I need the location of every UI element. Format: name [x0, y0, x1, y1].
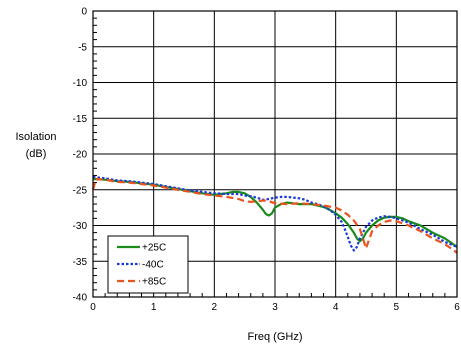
x-tick-label: 5	[394, 302, 400, 313]
legend-label: +85C	[142, 277, 166, 288]
x-tick-label: 1	[151, 302, 157, 313]
y-axis-label-line1: Isolation	[16, 131, 57, 143]
series-line-2	[92, 175, 458, 252]
series-group	[91, 175, 458, 254]
legend-box	[107, 235, 189, 294]
x-axis-label: Freq (GHz)	[248, 331, 303, 343]
grid	[92, 10, 458, 298]
x-tick-label: 6	[454, 302, 460, 313]
y-tick-label: -40	[73, 293, 88, 304]
legend: +25C -40C +85C	[107, 235, 189, 294]
y-tick-label: -30	[73, 221, 88, 232]
y-axis-ticks: 0 -5 -10 -15 -20 -25 -30 -35 -40	[73, 7, 97, 304]
series-line-3	[91, 177, 458, 254]
y-axis-label-line2: (dB)	[26, 148, 47, 160]
legend-label: +25C	[142, 243, 166, 254]
x-axis-ticks: 0 1 2 3 4 5 6	[90, 293, 460, 313]
y-tick-label: -20	[73, 150, 88, 161]
y-tick-label: -25	[73, 185, 88, 196]
y-tick-label: -10	[73, 78, 88, 89]
x-tick-label: 2	[212, 302, 218, 313]
plot-frame	[92, 10, 458, 298]
x-tick-label: 4	[333, 302, 339, 313]
y-tick-label: 0	[81, 7, 87, 18]
x-tick-label: 0	[90, 302, 96, 313]
y-tick-label: -5	[78, 42, 87, 53]
legend-label: -40C	[142, 260, 164, 271]
y-tick-label: -35	[73, 257, 88, 268]
x-tick-label: 3	[272, 302, 278, 313]
y-tick-label: -15	[73, 114, 88, 125]
